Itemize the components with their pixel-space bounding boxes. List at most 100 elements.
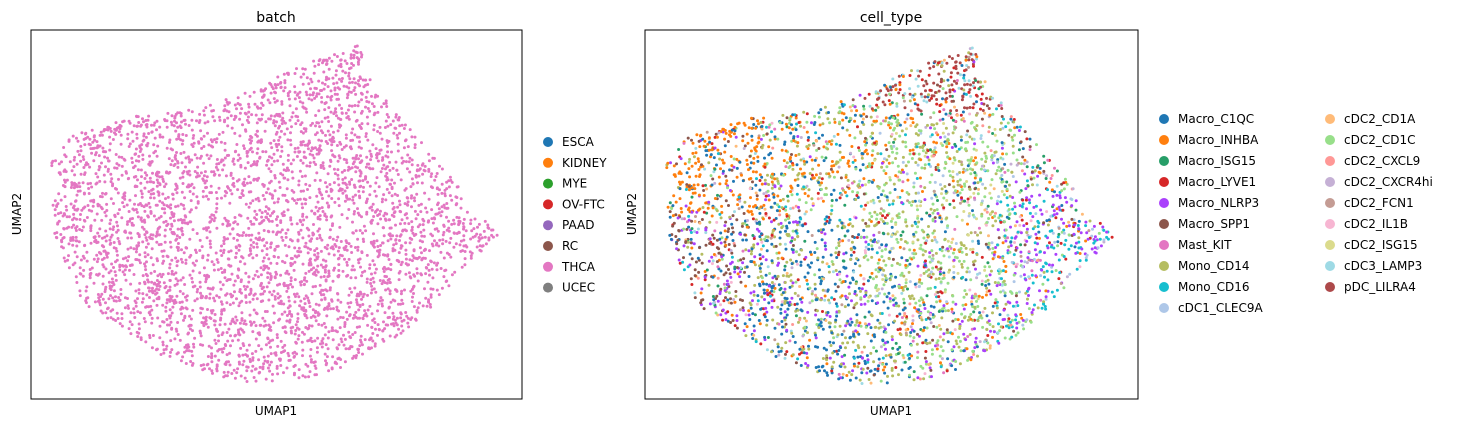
batch-cell-point bbox=[163, 228, 167, 232]
batch-cell-point bbox=[395, 258, 399, 262]
batch-cell-point bbox=[413, 143, 417, 147]
batch-cell-point bbox=[72, 212, 76, 216]
batch-cell-point bbox=[178, 301, 182, 304]
batch-cell-point bbox=[227, 327, 231, 331]
batch-cell-point bbox=[203, 367, 206, 371]
batch-cell-point bbox=[339, 62, 343, 66]
batch-cell-point bbox=[369, 158, 373, 162]
batch-cell-point bbox=[105, 202, 109, 206]
batch-cell-point bbox=[198, 271, 202, 275]
batch-cell-point bbox=[164, 347, 168, 351]
batch-cell-point bbox=[470, 229, 474, 233]
batch-cell-point bbox=[198, 249, 202, 252]
batch-cell-point bbox=[324, 133, 327, 137]
batch-cell-point bbox=[200, 321, 204, 324]
batch-cell-point bbox=[157, 216, 161, 220]
cell-type-cell-point bbox=[1006, 203, 1010, 207]
cell-type-cell-point bbox=[952, 199, 956, 203]
batch-cell-point bbox=[482, 229, 486, 233]
batch-cell-point bbox=[329, 96, 333, 99]
batch-cell-point bbox=[325, 59, 329, 63]
batch-cell-point bbox=[211, 286, 215, 290]
batch-cell-point bbox=[405, 314, 409, 318]
batch-cell-point bbox=[75, 208, 79, 212]
batch-cell-point bbox=[128, 268, 131, 272]
batch-cell-point bbox=[247, 175, 251, 179]
batch-cell-point bbox=[350, 178, 354, 181]
batch-cell-point bbox=[86, 135, 90, 139]
batch-cell-point bbox=[181, 276, 185, 280]
batch-cell-point bbox=[270, 293, 274, 297]
batch-cell-point bbox=[388, 232, 392, 236]
cell-type-cell-point bbox=[1050, 270, 1054, 274]
batch-cell-point bbox=[361, 231, 364, 235]
batch-cell-point bbox=[275, 336, 279, 340]
batch-cell-point bbox=[145, 260, 148, 264]
batch-cell-point bbox=[73, 155, 77, 159]
batch-cell-point bbox=[299, 123, 303, 127]
batch-cell-point bbox=[276, 215, 279, 219]
batch-cell-point bbox=[128, 198, 132, 202]
batch-cell-point bbox=[379, 209, 382, 213]
batch-cell-point bbox=[371, 167, 375, 171]
cell-type-cell-point bbox=[777, 182, 780, 185]
batch-cell-point bbox=[165, 330, 169, 334]
cell-type-cell-point bbox=[675, 242, 679, 246]
batch-cell-point bbox=[262, 268, 266, 272]
cell-type-cell-point bbox=[712, 156, 716, 160]
batch-cell-point bbox=[398, 131, 401, 135]
batch-cell-point bbox=[397, 251, 401, 255]
batch-cell-point bbox=[286, 306, 290, 310]
batch-cell-point bbox=[276, 114, 280, 118]
batch-cell-point bbox=[352, 77, 356, 81]
batch-cell-point bbox=[213, 354, 217, 358]
batch-cell-point bbox=[79, 172, 83, 176]
batch-cell-point bbox=[251, 150, 254, 154]
cell-type-cell-point bbox=[841, 118, 845, 122]
cell-type-cell-point bbox=[928, 366, 932, 370]
cell-type-cell-point bbox=[842, 329, 846, 333]
cell-type-cell-point bbox=[905, 127, 908, 131]
cell-type-cell-point bbox=[1077, 240, 1081, 244]
batch-cell-point bbox=[220, 312, 224, 316]
batch-cell-point bbox=[257, 231, 261, 235]
batch-cell-point bbox=[307, 301, 311, 305]
batch-cell-point bbox=[348, 104, 351, 108]
batch-cell-point bbox=[176, 111, 180, 115]
batch-cell-point bbox=[332, 268, 336, 272]
batch-cell-point bbox=[314, 163, 318, 166]
batch-cell-point bbox=[135, 124, 139, 128]
cell-type-cell-point bbox=[727, 291, 731, 295]
batch-cell-point bbox=[354, 193, 357, 197]
batch-cell-point bbox=[240, 311, 244, 315]
batch-cell-point bbox=[255, 312, 259, 316]
batch-cell-point bbox=[445, 180, 449, 184]
batch-cell-point bbox=[105, 234, 109, 238]
batch-cell-point bbox=[124, 278, 128, 282]
batch-cell-point bbox=[106, 125, 110, 129]
batch-cell-point bbox=[382, 265, 386, 269]
batch-cell-point bbox=[304, 271, 308, 275]
batch-cell-point bbox=[316, 264, 320, 268]
batch-cell-point bbox=[325, 185, 329, 189]
batch-cell-point bbox=[381, 279, 385, 283]
cell-type-cell-point bbox=[862, 207, 866, 211]
batch-cell-point bbox=[198, 280, 202, 284]
batch-cell-point bbox=[265, 253, 269, 257]
batch-cell-point bbox=[230, 272, 234, 276]
cell-type-cell-point bbox=[967, 51, 971, 55]
batch-cell-point bbox=[479, 249, 483, 253]
batch-cell-point bbox=[158, 233, 161, 237]
batch-cell-point bbox=[399, 233, 403, 237]
batch-cell-point bbox=[336, 173, 340, 177]
batch-cell-point bbox=[366, 323, 370, 327]
batch-cell-point bbox=[268, 369, 272, 373]
cell-type-cell-point bbox=[1040, 306, 1044, 310]
batch-cell-point bbox=[279, 129, 283, 133]
batch-cell-point bbox=[140, 219, 144, 223]
batch-cell-point bbox=[360, 274, 364, 278]
batch-cell-point bbox=[206, 258, 210, 262]
batch-cell-point bbox=[107, 159, 110, 163]
batch-cell-point bbox=[390, 213, 394, 217]
cell-type-cell-point bbox=[953, 105, 956, 109]
